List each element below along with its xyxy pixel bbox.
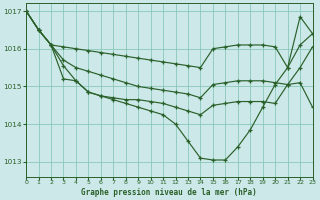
X-axis label: Graphe pression niveau de la mer (hPa): Graphe pression niveau de la mer (hPa) [82,188,257,197]
